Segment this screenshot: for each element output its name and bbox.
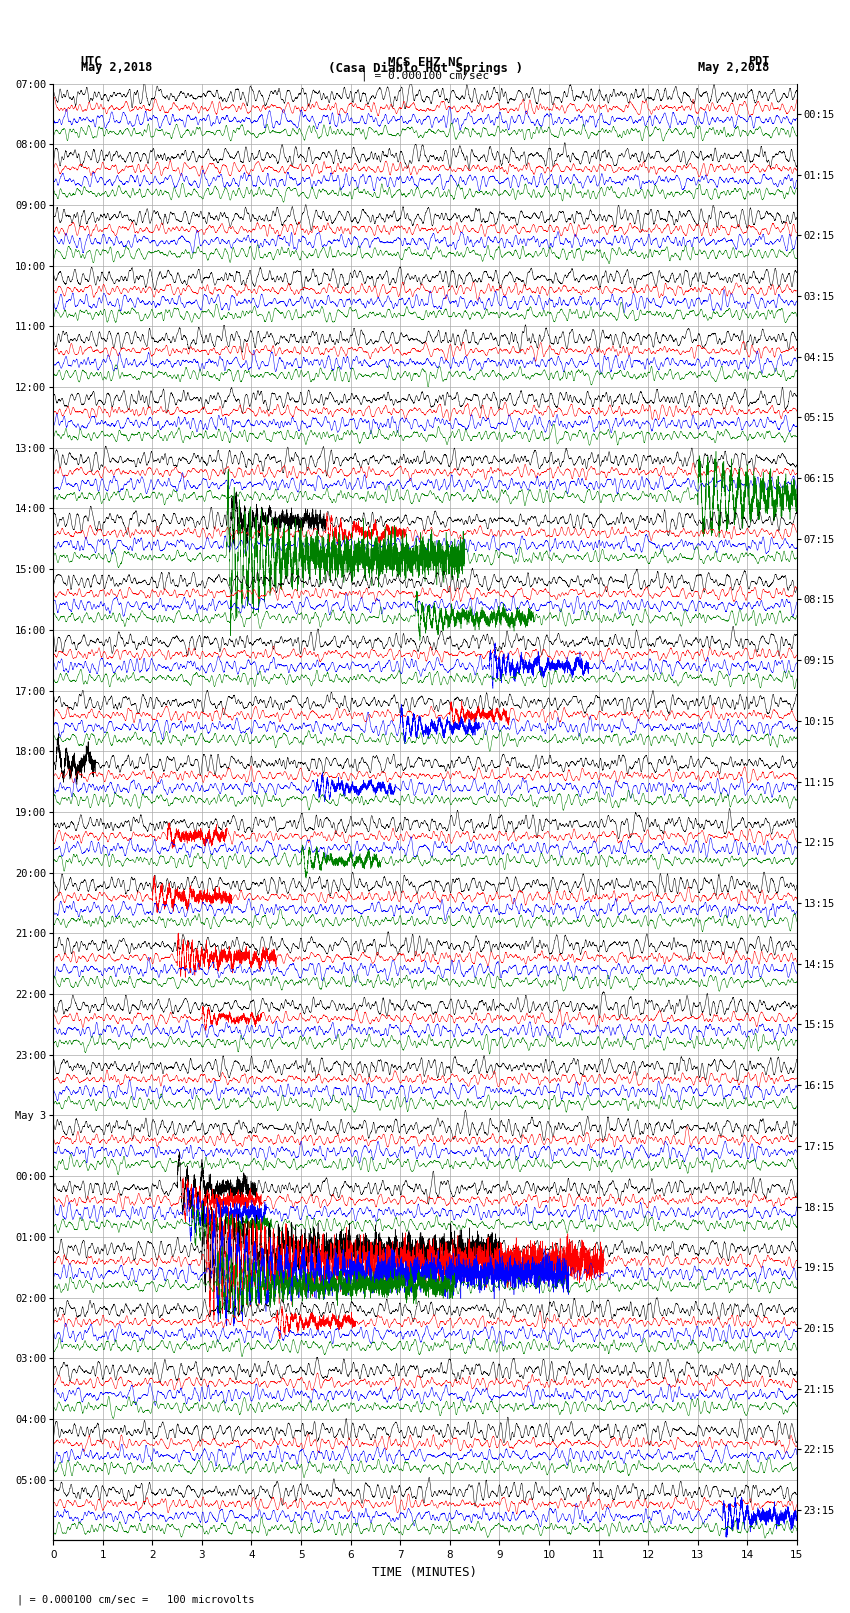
Text: | = 0.000100 cm/sec: | = 0.000100 cm/sec [361,71,489,82]
Text: PDT: PDT [748,55,769,68]
X-axis label: TIME (MINUTES): TIME (MINUTES) [372,1566,478,1579]
Text: | = 0.000100 cm/sec =   100 microvolts: | = 0.000100 cm/sec = 100 microvolts [17,1594,254,1605]
Text: May 2,2018: May 2,2018 [698,61,769,74]
Text: MCS EHZ NC: MCS EHZ NC [388,55,462,69]
Text: (Casa Diablo Hot Springs ): (Casa Diablo Hot Springs ) [327,61,523,76]
Text: May 2,2018: May 2,2018 [81,61,152,74]
Text: UTC: UTC [81,55,102,68]
